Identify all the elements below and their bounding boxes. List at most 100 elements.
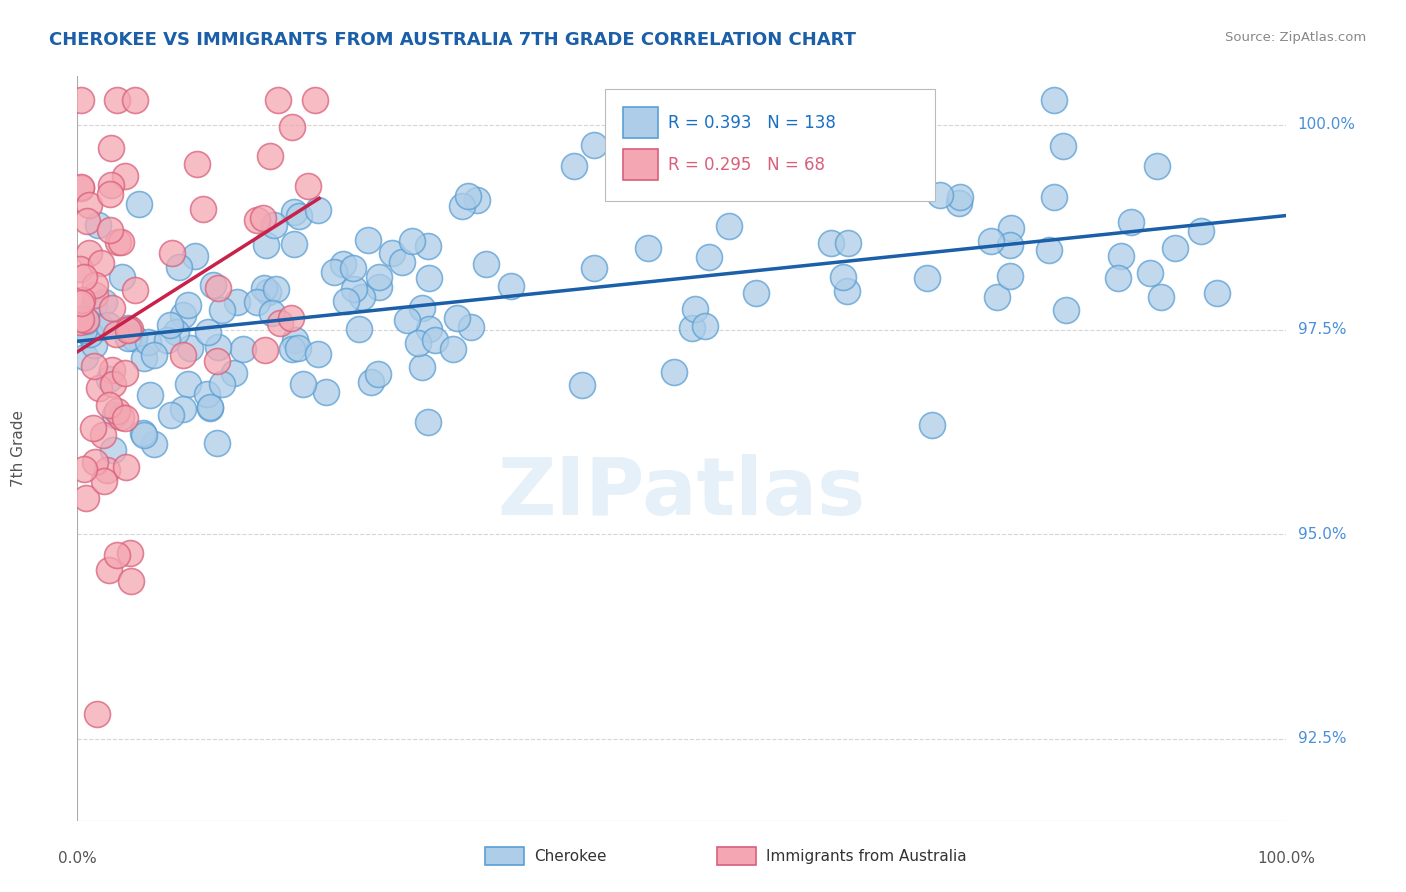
Point bbox=[396, 313, 419, 327]
Point bbox=[342, 260, 364, 275]
Point bbox=[297, 178, 319, 193]
Point bbox=[207, 354, 229, 368]
Point bbox=[207, 436, 229, 450]
Point bbox=[267, 94, 290, 108]
Point bbox=[253, 281, 276, 295]
Point bbox=[837, 236, 859, 251]
Point bbox=[98, 222, 121, 236]
Point bbox=[160, 245, 183, 260]
Point bbox=[664, 365, 686, 379]
Point bbox=[980, 235, 1002, 249]
Point bbox=[335, 294, 357, 309]
Point bbox=[98, 186, 121, 201]
Point bbox=[246, 212, 269, 227]
Point bbox=[315, 385, 337, 400]
Point bbox=[117, 323, 139, 337]
Point bbox=[681, 321, 703, 335]
Point bbox=[416, 415, 439, 429]
Point bbox=[307, 202, 329, 217]
Point bbox=[84, 278, 107, 293]
Point bbox=[104, 327, 127, 342]
Point bbox=[105, 403, 128, 417]
Point bbox=[1109, 249, 1132, 263]
Point bbox=[1146, 159, 1168, 173]
Text: 97.5%: 97.5% bbox=[1298, 322, 1346, 337]
Point bbox=[467, 194, 489, 208]
Point bbox=[368, 280, 391, 294]
Point bbox=[283, 237, 305, 252]
Point bbox=[284, 333, 307, 347]
Point bbox=[195, 386, 218, 401]
Point bbox=[367, 270, 389, 285]
Point bbox=[98, 372, 121, 386]
Point bbox=[1054, 302, 1077, 317]
Point bbox=[406, 336, 429, 351]
Point bbox=[1139, 266, 1161, 280]
Point bbox=[73, 462, 96, 476]
Point bbox=[347, 322, 370, 336]
Point bbox=[70, 94, 93, 108]
Point bbox=[288, 209, 311, 223]
Point bbox=[69, 315, 91, 329]
Point bbox=[307, 347, 329, 361]
Point bbox=[101, 443, 124, 458]
Point bbox=[104, 408, 127, 422]
Point bbox=[167, 260, 190, 275]
Text: 7th Grade: 7th Grade bbox=[11, 409, 27, 487]
Point bbox=[499, 279, 522, 293]
Point bbox=[114, 411, 136, 425]
Point bbox=[143, 437, 166, 451]
Point bbox=[69, 262, 91, 277]
Point bbox=[75, 491, 97, 506]
Point bbox=[264, 283, 287, 297]
Point bbox=[441, 342, 464, 356]
Point bbox=[101, 362, 124, 376]
Point bbox=[114, 366, 136, 380]
Text: 100.0%: 100.0% bbox=[1257, 851, 1316, 866]
Point bbox=[401, 234, 423, 248]
Point bbox=[367, 367, 389, 381]
Point bbox=[1043, 94, 1066, 108]
Point bbox=[70, 295, 93, 310]
Point bbox=[83, 338, 105, 352]
Point bbox=[380, 245, 402, 260]
Point bbox=[93, 295, 115, 310]
Point bbox=[73, 269, 96, 284]
Point bbox=[103, 376, 125, 391]
Point bbox=[637, 241, 659, 255]
Point bbox=[184, 249, 207, 263]
Point bbox=[304, 94, 326, 108]
Point bbox=[211, 302, 233, 317]
Point bbox=[176, 376, 198, 391]
Point bbox=[100, 140, 122, 154]
Point bbox=[124, 284, 146, 298]
Point bbox=[280, 310, 302, 325]
Point bbox=[107, 235, 129, 250]
Text: Cherokee: Cherokee bbox=[534, 849, 607, 863]
Point bbox=[1150, 290, 1173, 304]
Point bbox=[156, 333, 179, 347]
Point bbox=[172, 308, 194, 322]
Text: R = 0.393   N = 138: R = 0.393 N = 138 bbox=[668, 114, 835, 132]
Point bbox=[200, 401, 222, 415]
Point bbox=[1000, 220, 1022, 235]
Point bbox=[917, 271, 939, 285]
Point bbox=[93, 475, 115, 489]
Point bbox=[110, 409, 132, 424]
Point bbox=[232, 342, 254, 356]
Point bbox=[457, 189, 479, 203]
Point bbox=[200, 400, 222, 414]
Point bbox=[79, 327, 101, 342]
Point bbox=[143, 348, 166, 362]
Point bbox=[73, 350, 96, 364]
Point bbox=[998, 268, 1021, 283]
Point bbox=[562, 159, 585, 173]
Point bbox=[159, 318, 181, 332]
Point bbox=[114, 169, 136, 183]
Point bbox=[86, 707, 108, 722]
Point bbox=[1119, 214, 1142, 228]
Point bbox=[207, 340, 229, 354]
Point bbox=[360, 375, 382, 389]
Text: 95.0%: 95.0% bbox=[1298, 526, 1346, 541]
Point bbox=[69, 312, 91, 326]
